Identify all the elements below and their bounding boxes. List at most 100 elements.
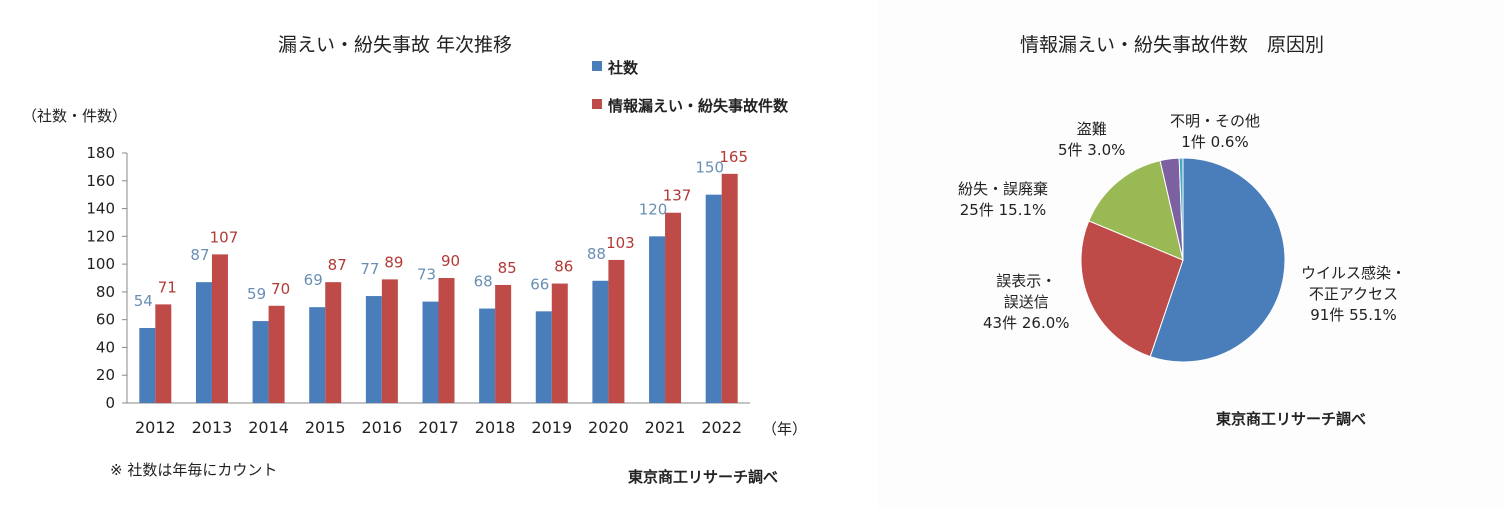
bar-companies [139, 328, 156, 403]
data-label-incidents: 90 [441, 252, 460, 270]
bar-chart-panel: 漏えい・紛失事故 年次推移 社数 情報漏えい・紛失事故件数 （社数・件数） （年… [22, 34, 808, 486]
data-label-companies: 73 [417, 266, 436, 284]
pie-label-misdelivery-count: 43件 26.0% [983, 314, 1070, 332]
legend-item-incidents: 情報漏えい・紛失事故件数 [592, 95, 789, 116]
data-label-incidents: 137 [663, 187, 692, 205]
y-tick-label: 120 [86, 227, 115, 245]
pie-slice-1 [1080, 220, 1184, 358]
pie-label-virus-line2: 不正アクセス [1308, 285, 1399, 303]
pie-chart-panel: 情報漏えい・紛失事故件数 原因別 ウイルス感染・ 不正アクセス 91件 55.1… [878, 0, 1505, 509]
data-label-incidents: 85 [498, 259, 517, 277]
bar-companies [365, 296, 382, 403]
data-label-incidents: 70 [271, 280, 290, 298]
legend-label-incidents: 情報漏えい・紛失事故件数 [608, 97, 789, 115]
bar-chart-source: 東京商工リサーチ調べ [628, 468, 779, 486]
pie-label-other: 不明・その他 1件 0.6% [1170, 110, 1260, 152]
x-tick-label: 2018 [475, 418, 516, 437]
x-tick-label: 2017 [418, 418, 459, 437]
data-label-companies: 68 [474, 273, 493, 291]
pie-label-theft-count: 5件 3.0% [1058, 141, 1126, 159]
data-label-incidents: 103 [606, 234, 635, 252]
legend-swatch-companies [592, 61, 602, 71]
bar-incidents [608, 259, 625, 403]
bar-incidents [325, 282, 342, 403]
data-label-companies: 87 [190, 246, 209, 264]
pie-label-other-line1: 不明・その他 [1170, 112, 1261, 130]
pie-chart-plot [1080, 157, 1286, 363]
data-label-incidents: 165 [719, 148, 748, 166]
data-label-companies: 88 [587, 245, 606, 263]
y-tick-label: 20 [96, 366, 115, 384]
pie-label-misdelivery-line1: 誤表示・ [996, 272, 1057, 290]
pie-chart-title: 情報漏えい・紛失事故件数 原因別 [1020, 34, 1325, 56]
y-tick-label: 40 [96, 338, 115, 356]
pie-label-loss-count: 25件 15.1% [959, 201, 1047, 219]
data-label-incidents: 87 [328, 256, 347, 274]
data-label-companies: 150 [695, 159, 724, 177]
pie-chart-source: 東京商工リサーチ調べ [1216, 410, 1367, 428]
legend-swatch-incidents [592, 99, 602, 109]
bar-incidents [155, 304, 172, 403]
x-tick-label: 2020 [588, 418, 629, 437]
bar-incidents [721, 173, 738, 403]
data-label-companies: 66 [530, 275, 549, 293]
data-label-incidents: 107 [210, 228, 239, 246]
footnote: ※ 社数は年毎にカウント [110, 461, 278, 479]
y-tick-label: 60 [96, 311, 115, 329]
x-tick-label: 2013 [192, 418, 233, 437]
legend-label-companies: 社数 [608, 59, 639, 77]
pie-label-misdelivery-line2: 誤送信 [1003, 293, 1049, 311]
y-tick-label: 140 [86, 200, 115, 218]
bar-companies [252, 321, 269, 403]
pie-label-virus-count: 91件 55.1% [1310, 306, 1397, 324]
pie-label-misdelivery: 誤表示・ 誤送信 43件 26.0% [983, 270, 1070, 333]
pie-label-other-count: 1件 0.6% [1181, 133, 1249, 151]
pie-label-loss: 紛失・誤廃棄 25件 15.1% [958, 178, 1048, 220]
bar-incidents [495, 284, 512, 403]
y-axis-label: （社数・件数） [22, 107, 128, 125]
bar-companies [195, 282, 212, 403]
bar-incidents [665, 212, 682, 403]
bar-companies [422, 301, 439, 403]
data-label-companies: 69 [304, 271, 323, 289]
data-label-companies: 77 [360, 260, 379, 278]
pie-label-theft-line1: 盗難 [1076, 120, 1107, 138]
bar-chart-title: 漏えい・紛失事故 年次推移 [278, 34, 513, 56]
pie-label-virus: ウイルス感染・ 不正アクセス 91件 55.1% [1301, 262, 1406, 325]
bar-incidents [551, 283, 568, 403]
bar-companies [535, 311, 552, 403]
x-tick-label: 2016 [362, 418, 403, 437]
y-tick-label: 0 [105, 394, 115, 412]
bar-incidents [211, 254, 228, 403]
pie-slice-2 [1088, 160, 1184, 261]
bar-companies [649, 236, 666, 403]
x-tick-label: 2019 [531, 418, 572, 437]
x-tick-label: 2021 [645, 418, 686, 437]
data-label-companies: 54 [134, 292, 153, 310]
bar-companies [592, 280, 609, 403]
bar-companies [705, 194, 722, 403]
data-label-incidents: 89 [384, 253, 403, 271]
x-tick-label: 2014 [248, 418, 289, 437]
data-label-companies: 59 [247, 285, 266, 303]
bar-companies [309, 307, 326, 403]
pie-label-loss-line1: 紛失・誤廃棄 [958, 180, 1049, 198]
pie-slice-0 [1149, 157, 1286, 363]
bar-incidents [438, 278, 455, 403]
y-tick-label: 160 [86, 172, 115, 190]
data-label-incidents: 86 [554, 258, 573, 276]
x-tick-label: 2015 [305, 418, 346, 437]
bar-companies [479, 308, 496, 403]
data-label-companies: 120 [639, 200, 668, 218]
pie-label-virus-line1: ウイルス感染・ [1301, 264, 1407, 282]
bar-incidents [381, 279, 398, 403]
x-tick-label: 2012 [135, 418, 176, 437]
x-axis-unit-label: （年） [762, 420, 808, 438]
bar-incidents [268, 305, 285, 403]
pie-label-theft: 盗難 5件 3.0% [1058, 118, 1125, 160]
legend-item-companies: 社数 [592, 57, 639, 78]
y-tick-label: 180 [86, 144, 115, 162]
y-tick-label: 100 [86, 255, 115, 273]
x-tick-label: 2022 [701, 418, 742, 437]
pie-slice-4 [1178, 157, 1184, 261]
